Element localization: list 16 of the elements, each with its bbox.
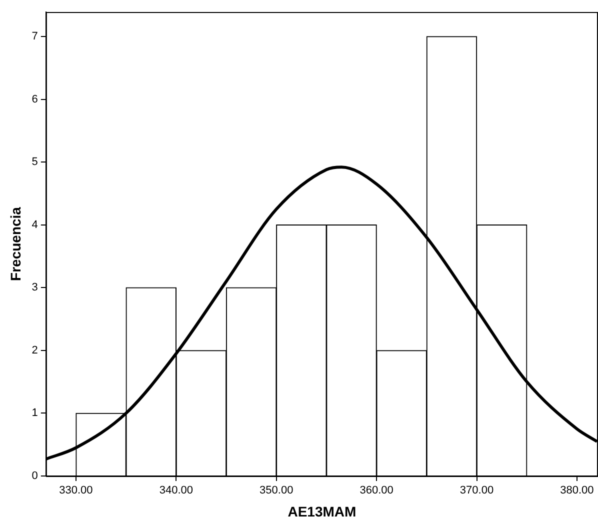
x-tick-label: 360.00 xyxy=(360,484,394,497)
y-tick-label: 0 xyxy=(32,470,38,482)
x-tick-label: 380.00 xyxy=(560,484,594,497)
x-tick-label: 330.00 xyxy=(59,484,93,497)
x-tick-label: 370.00 xyxy=(460,484,494,497)
y-tick-label: 3 xyxy=(32,282,38,294)
x-tick-label: 340.00 xyxy=(159,484,193,497)
y-tick-label: 5 xyxy=(32,156,38,168)
y-tick-label: 2 xyxy=(32,344,38,356)
y-tick-label: 4 xyxy=(32,218,38,231)
y-tick-label: 6 xyxy=(32,93,38,106)
x-tick-label: 350.00 xyxy=(260,484,294,497)
x-axis-title: AE13MAM xyxy=(288,503,356,520)
y-axis-title: Frecuencia xyxy=(7,206,24,281)
y-tick-label: 1 xyxy=(32,407,38,420)
y-tick-label: 7 xyxy=(32,30,38,43)
